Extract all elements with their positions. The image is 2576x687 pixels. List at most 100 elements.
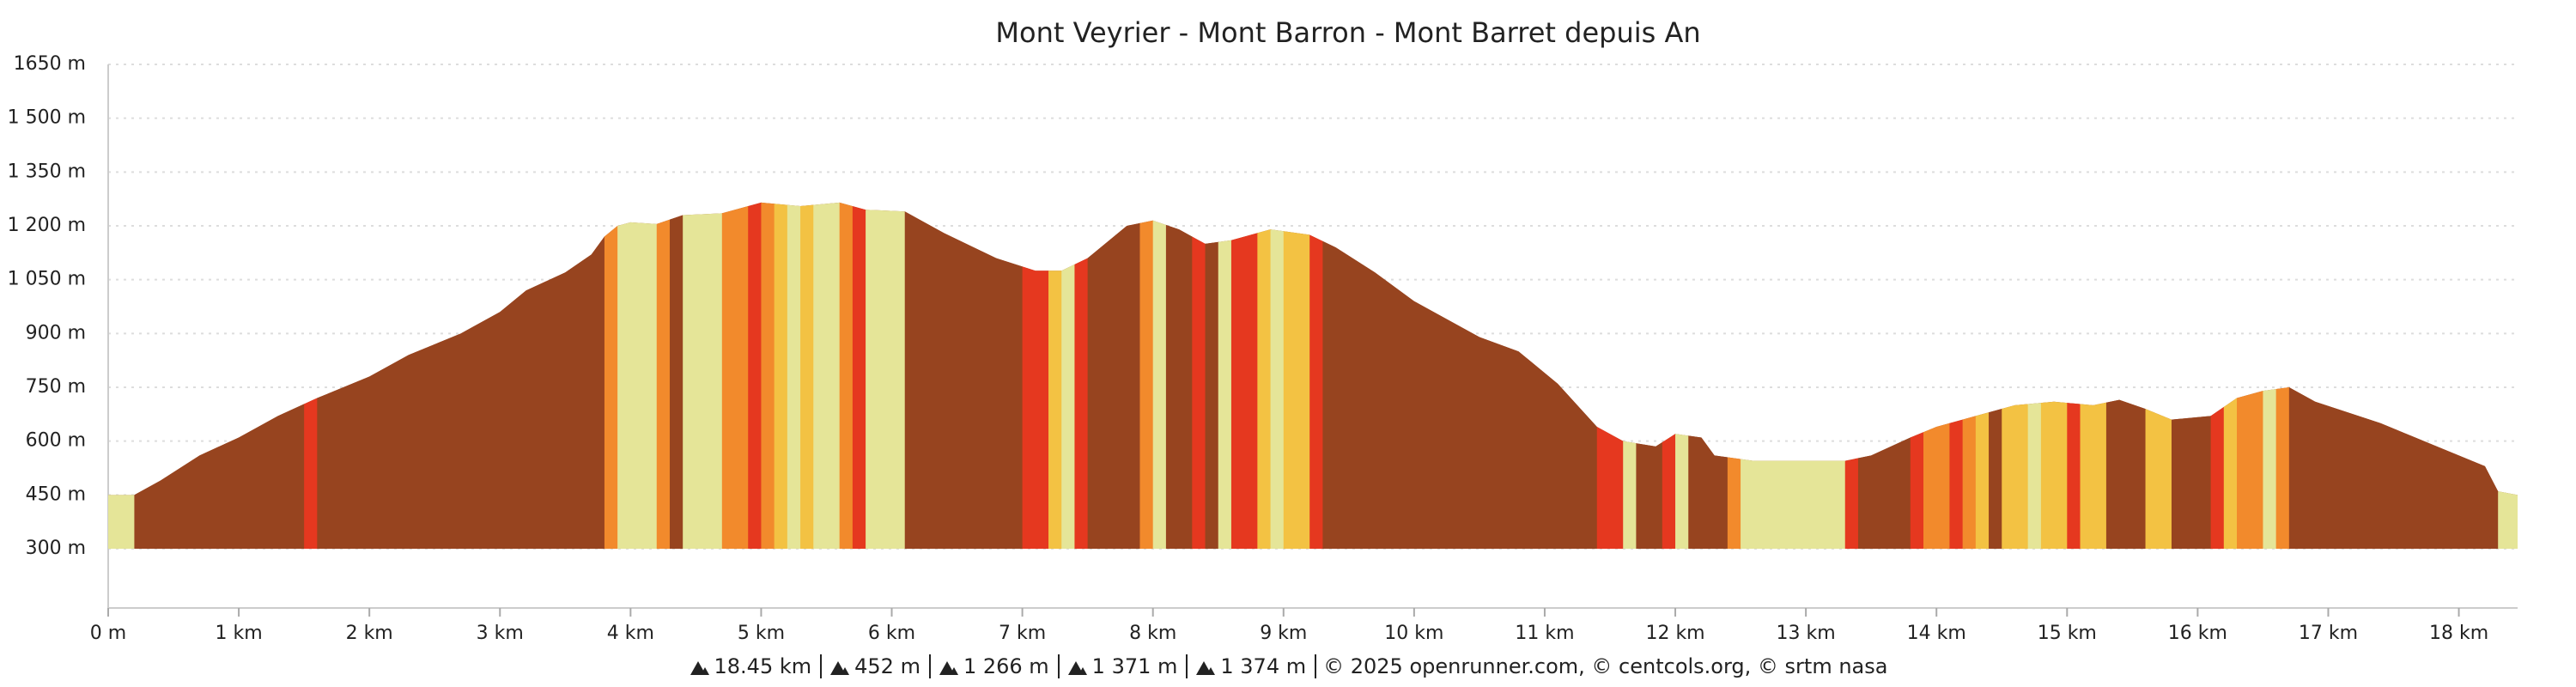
icon — [939, 661, 958, 675]
x-tick-label: 7 km — [999, 623, 1046, 644]
stat: 18.45 km — [710, 654, 823, 678]
slope-segment — [1087, 202, 1140, 549]
slope-segment — [1688, 202, 1728, 549]
slope-segment — [1192, 202, 1206, 549]
slope-segment — [2223, 202, 2238, 549]
slope-segment — [1152, 202, 1167, 549]
slope-segment — [2145, 202, 2172, 549]
x-tick-label: 11 km — [1515, 623, 1574, 644]
slope-segment — [1857, 202, 1911, 549]
slope-segment — [1309, 202, 1323, 549]
slope-segment — [1061, 202, 1075, 549]
slope-segment — [1741, 202, 1846, 549]
slope-segment — [2237, 202, 2263, 549]
stat: 452 m — [851, 654, 931, 678]
y-tick-label: 1 050 m — [8, 269, 86, 290]
slope-segment — [761, 202, 775, 549]
x-tick-label: 2 km — [346, 623, 393, 644]
x-tick-label: 0 m — [90, 623, 126, 644]
slope-segment — [1989, 202, 2002, 549]
x-tick-label: 16 km — [2168, 623, 2227, 644]
slope-segment — [748, 202, 762, 549]
slope-segment — [2275, 202, 2290, 549]
x-tick-label: 6 km — [868, 623, 915, 644]
stat: 1 371 m — [1088, 654, 1188, 678]
slope-segment — [787, 202, 801, 549]
stat: 1 374 m — [1217, 654, 1317, 678]
slope-segment — [1636, 202, 1663, 549]
x-tick-label: 1 km — [216, 623, 263, 644]
slope-segment — [2080, 202, 2107, 549]
slope-segment — [2040, 202, 2068, 549]
x-tick-label: 8 km — [1129, 623, 1176, 644]
y-tick-label: 300 m — [26, 538, 86, 559]
slope-segment — [2171, 202, 2212, 549]
x-tick-label: 15 km — [2038, 623, 2097, 644]
x-tick-label: 12 km — [1645, 623, 1704, 644]
slope-segment — [1623, 202, 1637, 549]
slope-segment — [904, 202, 1024, 549]
x-tick-label: 13 km — [1777, 623, 1836, 644]
slope-segment — [683, 202, 723, 549]
segments — [108, 202, 2518, 549]
slope-segment — [656, 202, 671, 549]
slope-segment — [2067, 202, 2081, 549]
slope-segment — [852, 202, 866, 549]
icon — [1067, 661, 1087, 675]
slope-segment — [1205, 202, 1219, 549]
y-tick-label: 1 350 m — [8, 161, 86, 182]
icon — [1196, 661, 1216, 675]
slope-segment — [2210, 202, 2225, 549]
slope-segment — [866, 202, 906, 549]
x-tick-label: 5 km — [738, 623, 785, 644]
y-tick-label: 1 500 m — [8, 107, 86, 129]
stat: 1 266 m — [959, 654, 1060, 678]
y-tick-label: 900 m — [26, 322, 86, 344]
slope-segment — [604, 202, 618, 549]
x-tick-label: 10 km — [1384, 623, 1443, 644]
slope-segment — [617, 202, 658, 549]
footer: 18.45 km 452 m 1 266 m 1 371 m 1 374 m © 2025… — [0, 654, 2576, 678]
slope-segment — [774, 202, 788, 549]
slope-segment — [1962, 202, 1977, 549]
y-tick-label: 1 200 m — [8, 215, 86, 236]
slope-segment — [2002, 202, 2029, 549]
slope-segment — [2027, 202, 2042, 549]
slope-segment — [1675, 202, 1689, 549]
slope-segment — [1949, 202, 1964, 549]
slope-segment — [2498, 202, 2518, 549]
slope-segment — [1283, 202, 1310, 549]
x-tick-label: 9 km — [1260, 623, 1307, 644]
slope-segment — [108, 202, 135, 549]
x-tick-label: 18 km — [2429, 623, 2488, 644]
slope-segment — [1844, 202, 1859, 549]
chart-title: Mont Veyrier - Mont Barron - Mont Barret… — [995, 16, 1700, 49]
slope-segment — [1662, 202, 1676, 549]
x-tick-label: 17 km — [2299, 623, 2358, 644]
slope-segment — [721, 202, 749, 549]
slope-segment — [2105, 202, 2147, 549]
y-tick-label: 1650 m — [14, 53, 86, 75]
slope-segment — [1270, 202, 1285, 549]
slope-segment — [134, 202, 305, 549]
slope-segment — [1322, 202, 1598, 549]
x-tick-label: 4 km — [607, 623, 654, 644]
credits: © 2025 openrunner.com, © centcols.org, ©… — [1323, 654, 1888, 678]
slope-segment — [1048, 202, 1062, 549]
slope-segment — [813, 202, 841, 549]
y-tick-label: 750 m — [26, 376, 86, 398]
slope-segment — [1596, 202, 1624, 549]
slope-segment — [1230, 202, 1258, 549]
slope-segment — [1910, 202, 1924, 549]
y-tick-label: 600 m — [26, 430, 86, 452]
slope-segment — [1257, 202, 1272, 549]
slope-segment — [800, 202, 814, 549]
slope-segment — [1923, 202, 1950, 549]
icon — [830, 661, 850, 675]
x-tick-label: 14 km — [1907, 623, 1966, 644]
icon — [690, 661, 709, 675]
x-tick-label: 3 km — [477, 623, 524, 644]
slope-segment — [1022, 202, 1049, 549]
slope-segment — [1975, 202, 1990, 549]
